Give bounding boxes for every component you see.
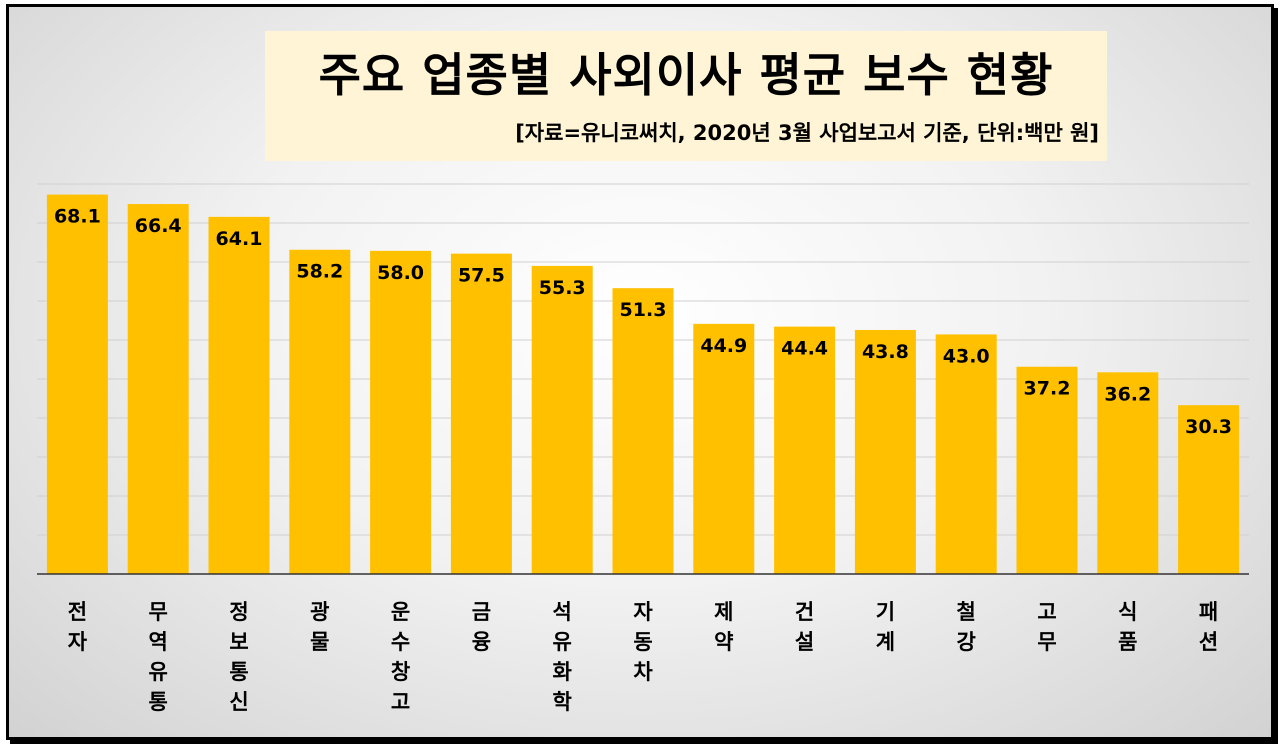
bar bbox=[1016, 366, 1078, 574]
data-label: 36.2 bbox=[1104, 383, 1151, 405]
data-label: 30.3 bbox=[1185, 416, 1232, 438]
bar bbox=[127, 204, 189, 575]
bar bbox=[854, 329, 916, 574]
bar bbox=[1097, 372, 1159, 574]
bar bbox=[612, 288, 674, 574]
bar bbox=[46, 194, 108, 575]
bar-chart: 68.1 전 자 66.4 무 역 유 통 64.1 정 보 통 신 58.2 광 물 58.0 운 수 창 고 57.5… bbox=[37, 183, 1249, 714]
data-label: 44.9 bbox=[700, 335, 747, 357]
data-label: 57.5 bbox=[458, 265, 505, 287]
chart-subtitle: [자료=유니코써치, 2020년 3월 사업보고서 기준, 단위:백만 원] bbox=[515, 121, 1099, 145]
bar bbox=[208, 216, 270, 574]
data-label: 44.4 bbox=[781, 338, 828, 360]
bar bbox=[1178, 405, 1240, 574]
bar bbox=[450, 253, 512, 574]
data-label: 43.0 bbox=[943, 345, 990, 367]
data-label: 43.8 bbox=[862, 341, 909, 363]
data-label: 55.3 bbox=[539, 277, 586, 299]
bar bbox=[289, 249, 351, 574]
bar bbox=[531, 265, 593, 574]
data-label: 58.2 bbox=[296, 261, 343, 283]
title-box: 주요 업종별 사외이사 평균 보수 현황 [자료=유니코써치, 2020년 3월… bbox=[265, 31, 1107, 161]
data-label: 66.4 bbox=[135, 215, 182, 237]
bar bbox=[693, 323, 755, 574]
data-label: 64.1 bbox=[216, 228, 263, 250]
data-label: 68.1 bbox=[54, 206, 101, 228]
bar bbox=[370, 250, 432, 574]
data-label: 37.2 bbox=[1024, 378, 1071, 400]
chart-title: 주요 업종별 사외이사 평균 보수 현황 bbox=[318, 48, 1054, 102]
chart-frame: 주요 업종별 사외이사 평균 보수 현황 [자료=유니코써치, 2020년 3월… bbox=[6, 4, 1274, 740]
bar bbox=[774, 326, 836, 574]
data-label: 51.3 bbox=[620, 299, 667, 321]
bar bbox=[935, 334, 997, 574]
data-label: 58.0 bbox=[377, 262, 424, 284]
